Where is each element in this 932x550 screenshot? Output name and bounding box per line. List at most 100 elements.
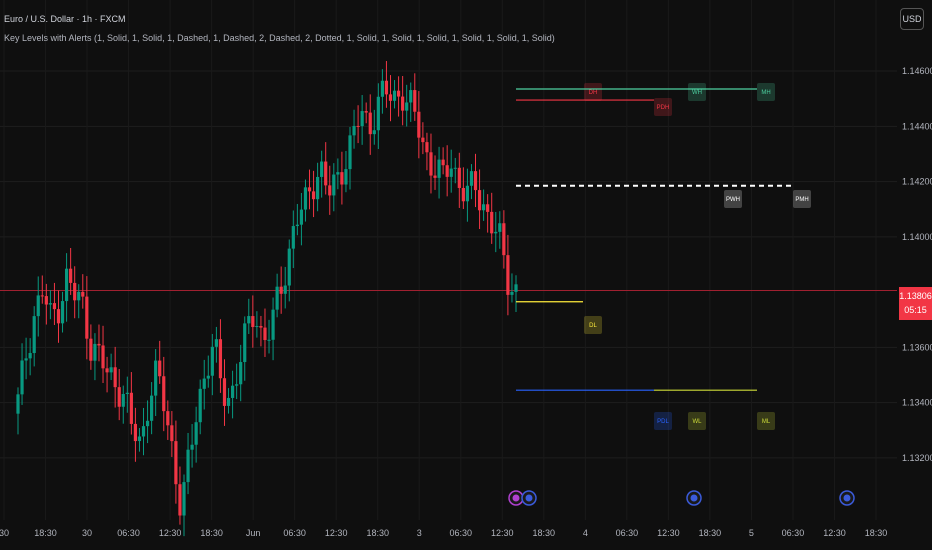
- candle-up: [20, 343, 24, 405]
- candle-up: [121, 385, 125, 424]
- candle-body: [255, 326, 259, 328]
- candle-body: [263, 327, 267, 341]
- candle-up: [145, 400, 150, 444]
- candle-body: [97, 343, 101, 346]
- candle-body: [44, 296, 48, 305]
- candle-body: [461, 187, 465, 202]
- price-axis[interactable]: 1.14600 1.14400 1.14200 1.14000 1.13600 1.134…: [902, 66, 932, 463]
- time-tick-label: 12:30: [159, 528, 182, 538]
- price-tick-label: 1.14400: [902, 121, 932, 131]
- candle-body: [73, 282, 77, 301]
- level-tag-dh: DH: [584, 83, 602, 101]
- candle-down: [129, 372, 133, 435]
- time-tick-label: 12:30: [491, 528, 514, 538]
- symbol-title[interactable]: Euro / U.S. Dollar · 1h · FXCM: [4, 14, 126, 24]
- candle-body: [473, 171, 478, 191]
- level-tag-label: DH: [589, 90, 598, 96]
- candle-body: [24, 358, 28, 361]
- candles: [16, 61, 518, 537]
- indicator-legend[interactable]: Key Levels with Alerts (1, Solid, 1, Sol…: [4, 33, 555, 43]
- level-tag-box: [584, 316, 602, 334]
- candle-down: [218, 319, 223, 393]
- candle-up: [64, 253, 69, 322]
- candle-up: [453, 157, 457, 184]
- candle-down: [417, 91, 421, 159]
- price-tick-label: 1.14200: [902, 177, 932, 187]
- candle-body: [125, 392, 129, 395]
- candle-down: [364, 102, 368, 124]
- time-tick-label: 06:30: [117, 528, 140, 538]
- candle-up: [150, 382, 154, 435]
- candle-up: [230, 370, 235, 419]
- candle-up: [210, 333, 214, 396]
- time-tick-label: 06:30: [616, 528, 639, 538]
- time-tick-label: 12:30: [657, 528, 680, 538]
- level-tag-box: [688, 412, 706, 430]
- candle-down: [52, 282, 57, 325]
- candle-body: [344, 169, 348, 185]
- candle-body: [28, 353, 32, 359]
- candle-body: [243, 323, 247, 363]
- candle-up: [60, 291, 65, 333]
- candle-body: [324, 161, 328, 186]
- time-tick-label: Jun: [246, 528, 261, 538]
- us-flag-icon: [686, 490, 702, 506]
- candle-body: [20, 360, 24, 395]
- candle-body: [287, 248, 291, 286]
- candle-down: [174, 420, 178, 504]
- time-tick-label: 06:30: [449, 528, 472, 538]
- candle-body: [69, 268, 73, 283]
- candle-body: [453, 167, 457, 169]
- candle-up: [344, 150, 348, 193]
- candle-body: [166, 411, 170, 426]
- candle-up: [360, 95, 364, 145]
- candle-body: [182, 482, 186, 516]
- candle-down: [44, 283, 48, 325]
- candle-down: [429, 133, 433, 194]
- candle-up: [202, 359, 206, 410]
- candle-body: [145, 420, 150, 427]
- candle-body: [311, 191, 316, 200]
- candle-body: [214, 339, 218, 347]
- candle-body: [154, 360, 158, 396]
- candle-up: [36, 276, 40, 337]
- candle-body: [388, 94, 393, 101]
- time-tick-label: 18:30: [699, 528, 722, 538]
- candle-down: [445, 145, 449, 197]
- last-price-value: 1.13806: [899, 291, 932, 301]
- level-tag-pdl: PDL: [654, 412, 672, 430]
- candle-up: [376, 83, 380, 150]
- candle-up: [316, 162, 320, 212]
- candle-up: [239, 344, 243, 402]
- candle-body: [490, 211, 494, 234]
- candle-up: [348, 127, 352, 190]
- time-tick-label: 18:30: [200, 528, 223, 538]
- candle-body: [291, 226, 295, 249]
- candle-up: [198, 379, 202, 435]
- candle-body: [194, 422, 198, 445]
- candle-body: [198, 388, 202, 423]
- candle-body: [247, 316, 251, 324]
- candle-body: [494, 231, 498, 234]
- candle-body: [251, 316, 255, 328]
- level-tag-pmh: PMH: [793, 190, 811, 208]
- candle-body: [307, 187, 312, 192]
- candle-down: [324, 142, 328, 195]
- currency-button[interactable]: USD: [900, 8, 924, 30]
- candle-body: [506, 255, 510, 295]
- candle-down: [101, 325, 105, 383]
- candle-body: [105, 368, 109, 373]
- candle-body: [186, 449, 190, 483]
- candle-up: [190, 424, 194, 468]
- time-tick-label: 4: [583, 528, 588, 538]
- candle-up: [182, 474, 186, 537]
- candle-body: [486, 204, 490, 212]
- time-axis[interactable]: 30 18:30 30 06:30 12:30 18:30 Jun 06:30 12:30 18:…: [0, 528, 887, 538]
- time-tick-label: 18:30: [34, 528, 57, 538]
- candle-body: [226, 397, 231, 406]
- us-flag-icon-dot: [690, 494, 698, 502]
- candle-up: [332, 163, 336, 212]
- candle-down: [263, 308, 267, 357]
- time-tick-label: 18:30: [865, 528, 888, 538]
